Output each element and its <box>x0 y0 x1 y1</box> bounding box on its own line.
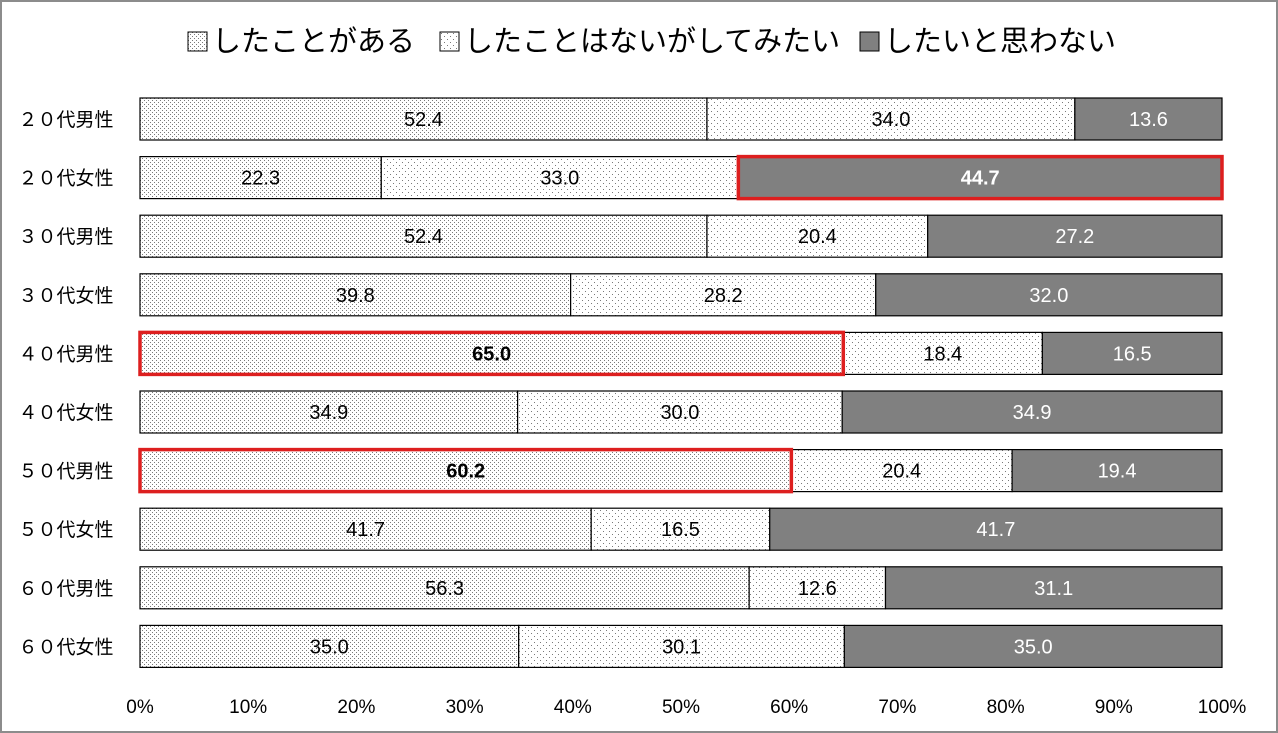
data-label: 16.5 <box>1113 343 1152 365</box>
data-label: 13.6 <box>1129 109 1168 131</box>
x-tick-label: 60% <box>770 697 808 718</box>
data-label: 20.4 <box>882 461 921 483</box>
bar-segment <box>875 273 1223 317</box>
highlight-box <box>138 330 846 377</box>
category-label: ４０代女性 <box>18 402 113 424</box>
data-label: 32.0 <box>1029 285 1068 307</box>
category-label: ２０代男性 <box>18 109 113 131</box>
bar-segment <box>139 390 519 434</box>
x-tick-label: 0% <box>126 697 154 718</box>
data-label: 35.0 <box>1014 636 1053 658</box>
data-label: 28.2 <box>704 285 743 307</box>
x-tick-label: 10% <box>229 697 267 718</box>
category-axis: ２０代男性 ２０代女性 ３０代男性 ３０代女性 ４０代男性 ４０代女性 ５０代男性 ５０代女性… <box>18 109 113 658</box>
data-label: 33.0 <box>540 168 579 190</box>
highlight-box <box>138 447 794 494</box>
x-tick-label: 100% <box>1198 697 1247 718</box>
bar-segment <box>748 566 887 610</box>
category-label: ６０代女性 <box>18 636 113 658</box>
x-tick-label: 80% <box>987 697 1025 718</box>
data-label: 41.7 <box>976 519 1015 541</box>
bar-segment <box>139 97 708 141</box>
data-label: 18.4 <box>923 343 962 365</box>
category-label: ４０代男性 <box>18 343 113 365</box>
bar-segment <box>1011 449 1223 493</box>
legend: したことがある したことはないがしてみたい したいと思わない <box>187 25 1116 58</box>
category-label: ５０代男性 <box>18 461 113 483</box>
bar-segment <box>769 507 1223 551</box>
data-label: 30.1 <box>662 636 701 658</box>
x-tick-label: 70% <box>878 697 916 718</box>
legend-label: したいと思わない <box>884 26 1116 58</box>
category-label: ３０代男性 <box>18 226 113 248</box>
data-label: 41.7 <box>346 519 385 541</box>
data-label: 30.0 <box>660 402 699 424</box>
bar-segment <box>790 449 1013 493</box>
data-label: 65.0 <box>472 343 511 365</box>
category-label: ３０代女性 <box>18 285 113 307</box>
data-label: 34.0 <box>871 109 910 131</box>
legend-label: したことがある <box>212 25 415 58</box>
bar-segment <box>706 214 929 258</box>
category-label: ２０代女性 <box>18 168 113 190</box>
data-label: 60.2 <box>446 461 485 483</box>
bar-segment <box>927 214 1223 258</box>
bars <box>139 97 1223 669</box>
data-label: 31.1 <box>1034 578 1073 600</box>
x-tick-label: 50% <box>662 697 700 718</box>
x-tick-label: 40% <box>554 697 592 718</box>
bar-segment <box>139 624 520 669</box>
legend-swatch <box>439 31 460 52</box>
data-label: 56.3 <box>425 578 464 600</box>
bar-segment <box>139 214 708 258</box>
bar-segment <box>1041 331 1223 375</box>
bar-segment <box>884 566 1223 610</box>
data-label: 52.4 <box>404 226 443 248</box>
bar-segment <box>1074 97 1223 141</box>
data-label: 20.4 <box>798 226 837 248</box>
highlight-box <box>736 154 1224 201</box>
data-label: 27.2 <box>1055 226 1094 248</box>
data-label: 34.9 <box>1013 402 1052 424</box>
data-label: 39.8 <box>336 285 375 307</box>
bar-segment <box>570 273 877 317</box>
x-tick-label: 90% <box>1095 697 1133 718</box>
data-label: 12.6 <box>798 578 837 600</box>
value-axis: 0% 10% 20% 30% 40% 50% 60% 70% 80% 90% 100% <box>126 697 1246 718</box>
bar-segment <box>706 97 1076 141</box>
legend-swatch <box>859 31 880 52</box>
x-tick-label: 30% <box>446 697 484 718</box>
bar-segment <box>517 390 843 434</box>
bar-segment <box>139 156 382 200</box>
bar-segment <box>843 624 1223 669</box>
legend-label: したことはないがしてみたい <box>464 25 840 58</box>
data-label: 16.5 <box>661 519 700 541</box>
data-label: 35.0 <box>310 636 349 658</box>
legend-swatch <box>187 31 208 52</box>
data-labels: 52.4 34.0 13.6 22.3 33.0 44.7 52.4 20.4 27.2 39.8… <box>241 109 1168 658</box>
data-label: 44.7 <box>961 168 1000 190</box>
bar-segment <box>841 390 1223 434</box>
data-label: 52.4 <box>404 109 443 131</box>
highlight-boxes <box>138 154 1224 494</box>
x-tick-label: 20% <box>337 697 375 718</box>
category-label: ６０代男性 <box>18 578 113 600</box>
category-label: ５０代女性 <box>18 519 113 541</box>
data-label: 34.9 <box>309 402 348 424</box>
data-label: 22.3 <box>241 168 280 190</box>
data-label: 19.4 <box>1098 461 1137 483</box>
bar-segment <box>139 449 792 493</box>
bar-segment <box>380 156 739 200</box>
bar-segment <box>139 507 592 551</box>
